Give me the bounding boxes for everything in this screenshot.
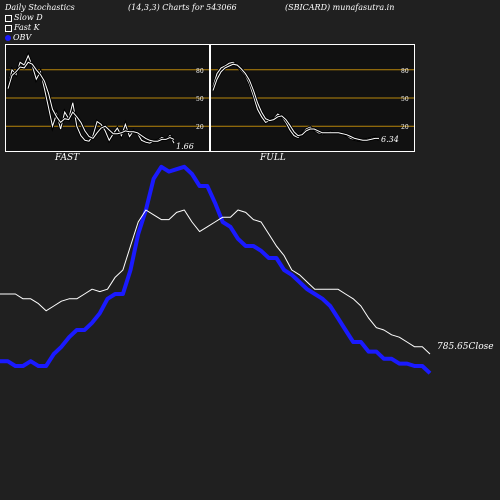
slow-d-swatch-icon (5, 14, 12, 22)
legend-obv: OBV (5, 33, 31, 42)
fast-series-fast-k (7, 54, 175, 144)
full-series-outline-1 (211, 62, 379, 142)
chart-title: Daily Stochastics (5, 3, 75, 12)
fast-tick-label: 20 (196, 124, 204, 131)
close-last-value: 785.65 (437, 342, 469, 352)
full-series-outline-0 (211, 60, 380, 142)
fast-tick-label: 50 (196, 96, 204, 103)
fast-last-value: 1.66 (176, 142, 194, 151)
obv-swatch-icon (5, 35, 11, 41)
chart-params: (14,3,3) Charts for 543066 (128, 3, 237, 12)
chart-site: (SBICARD) munafasutra.in (285, 3, 395, 12)
legend-slow-d-label: Slow D (14, 13, 43, 22)
full-panel: 20 50 80 6.34 (210, 44, 415, 152)
full-chart: 20 50 80 (211, 60, 414, 142)
full-series-fast-k (212, 61, 380, 141)
full-last-value: 6.34 (381, 135, 399, 144)
close-value-label: 785.65Close (437, 342, 494, 352)
fast-series-slow-d (7, 61, 175, 142)
full-panel-label: FULL (260, 153, 286, 163)
legend-slow-d: Slow D (5, 13, 43, 22)
obv-line (0, 164, 432, 375)
fast-panel: 20 50 80 1.66 (5, 44, 210, 152)
fast-chart: 20 50 80 (6, 51, 209, 145)
close-text: Close (468, 342, 494, 352)
fast-series-outline-1 (6, 60, 175, 143)
close-line (0, 209, 431, 355)
full-tick-label: 80 (401, 68, 409, 75)
full-series-slow-d (212, 63, 379, 141)
fast-k-swatch-icon (5, 24, 12, 32)
legend-obv-label: OBV (13, 33, 32, 42)
fast-tick-label: 80 (196, 68, 204, 75)
legend-fast-k-label: Fast K (14, 23, 40, 32)
full-tick-label: 20 (401, 124, 409, 131)
legend-fast-k: Fast K (5, 23, 40, 32)
full-tick-label: 50 (401, 96, 409, 103)
fast-panel-label: FAST (55, 153, 80, 163)
